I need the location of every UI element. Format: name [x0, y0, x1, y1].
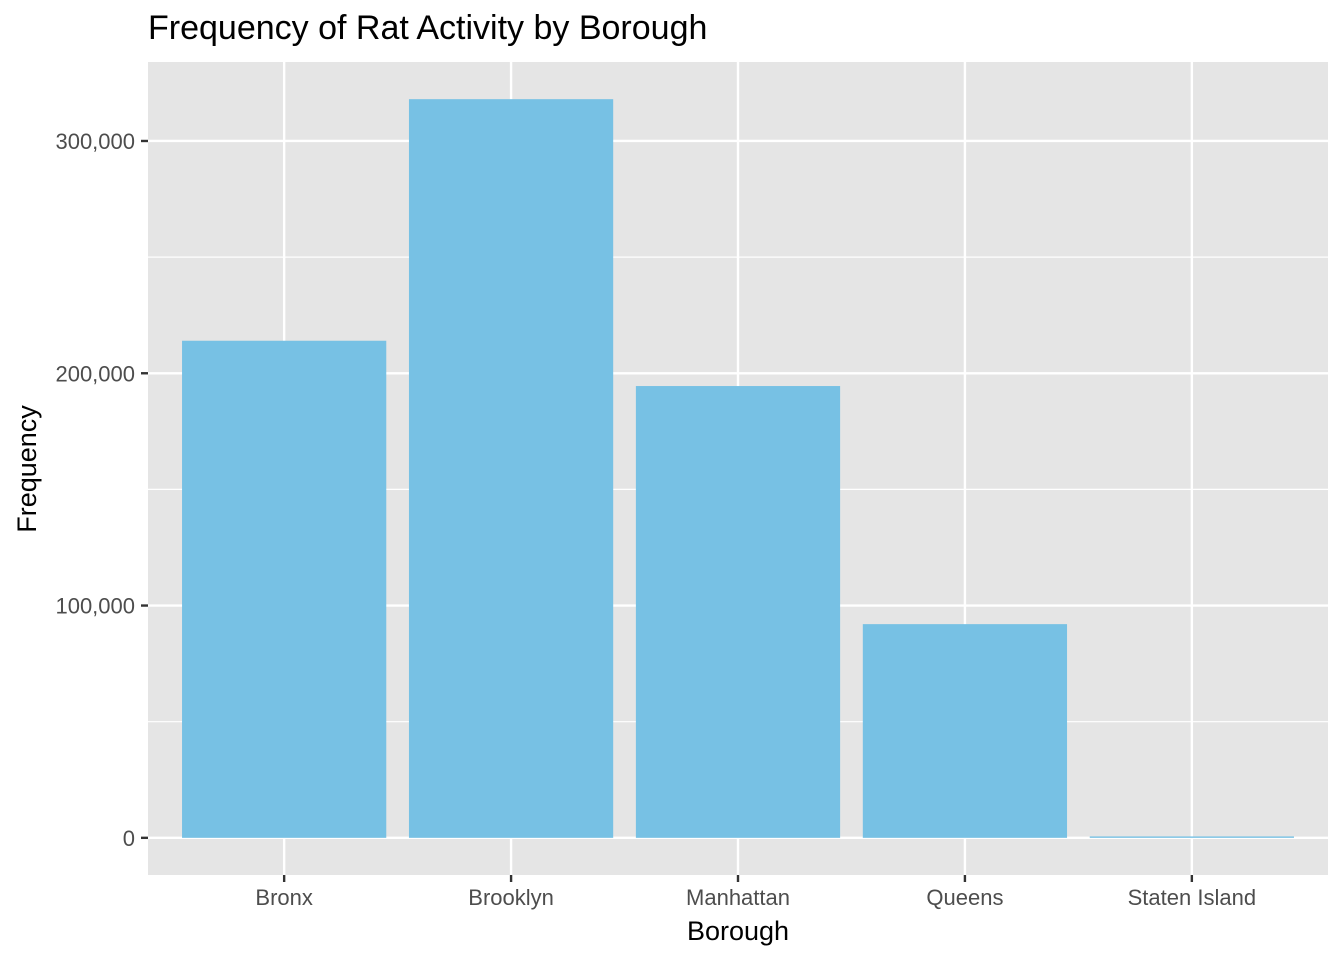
bar-brooklyn	[408, 99, 614, 838]
y-axis-title: Frequency	[12, 405, 42, 533]
bar-manhattan	[635, 386, 841, 838]
x-tick-label: Manhattan	[686, 885, 790, 910]
y-tick-label: 300,000	[55, 129, 135, 154]
chart-title: Frequency of Rat Activity by Borough	[148, 9, 707, 47]
y-tick-label: 200,000	[55, 361, 135, 386]
y-tick-label: 0	[123, 826, 135, 851]
x-tick-label: Brooklyn	[468, 885, 554, 910]
bar-staten-island	[1089, 836, 1294, 838]
bar-bronx	[182, 340, 387, 838]
x-tick-label: Bronx	[255, 885, 312, 910]
x-axis-title: Borough	[687, 916, 789, 946]
bar-queens	[862, 624, 1068, 838]
y-tick-label: 100,000	[55, 594, 135, 619]
x-tick-label: Queens	[926, 885, 1003, 910]
bars	[182, 99, 1294, 838]
x-tick-label: Staten Island	[1128, 885, 1256, 910]
axis-ticks: 0 100,000 200,000 300,000 Bronx Brooklyn Manha…	[55, 129, 1256, 910]
